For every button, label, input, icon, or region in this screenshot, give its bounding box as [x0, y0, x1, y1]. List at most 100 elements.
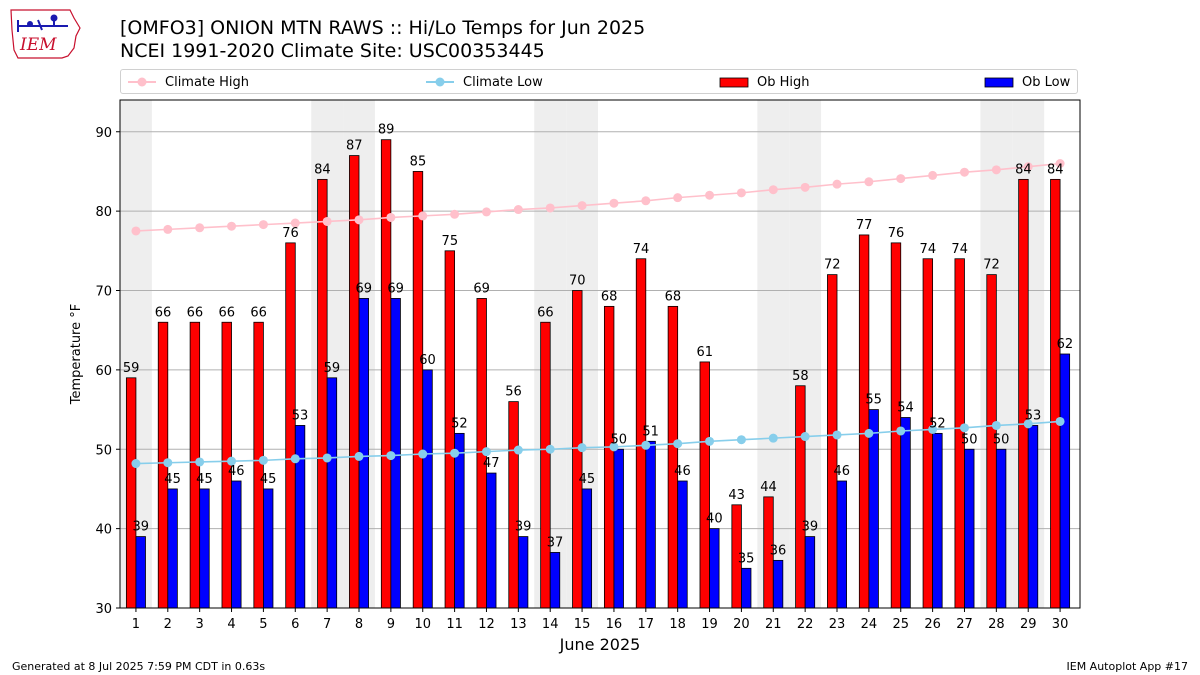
ob-high-bar — [603, 305, 615, 609]
climate-low-point — [386, 451, 396, 461]
climate-low-point — [290, 454, 300, 464]
weekend-band — [1012, 100, 1045, 608]
ob-high-bar — [635, 258, 647, 609]
x-tick-label: 1 — [132, 617, 140, 632]
ob-low-bar — [677, 480, 688, 609]
legend-item-climate-low: Climate Low — [425, 73, 543, 91]
climate-high-point — [768, 185, 778, 195]
climate-high-point — [673, 193, 683, 203]
climate-high-point — [928, 170, 938, 180]
climate-high-point — [386, 212, 396, 222]
x-tick-label: 11 — [446, 617, 463, 632]
ob-high-value-label: 74 — [920, 242, 937, 257]
ob-high-bar — [986, 274, 997, 609]
ob-low-value-label: 69 — [387, 281, 404, 296]
x-tick-label: 19 — [701, 617, 718, 632]
ob-low-bar — [964, 448, 975, 609]
ob-low-bar — [263, 488, 274, 609]
x-tick-label: 8 — [355, 617, 363, 632]
climate-low-point — [163, 458, 173, 468]
legend-label-ob-high: Ob High — [757, 74, 810, 90]
x-tick-label: 23 — [829, 617, 846, 632]
climate-low-point — [609, 442, 619, 452]
x-tick-label: 26 — [924, 617, 941, 632]
ob-high-value-label: 84 — [1047, 162, 1064, 177]
ob-high-bar — [412, 171, 424, 609]
ob-low-value-label: 60 — [419, 353, 436, 368]
ob-high-value-label: 75 — [442, 234, 459, 249]
x-axis-label: June 2025 — [559, 635, 641, 654]
x-tick-label: 18 — [669, 617, 686, 632]
ob-high-value-label: 74 — [951, 242, 968, 257]
ob-high-bar — [922, 258, 934, 609]
ob-high-value-label: 84 — [1015, 162, 1032, 177]
ob-low-bar — [390, 298, 401, 609]
y-tick-label: 30 — [95, 602, 112, 617]
ob-high-value-label: 58 — [792, 369, 809, 384]
y-tick-label: 60 — [95, 364, 112, 379]
climate-high-point — [131, 226, 141, 236]
weekend-band — [789, 100, 822, 608]
ob-low-bar — [900, 417, 911, 609]
x-tick-label: 3 — [196, 617, 204, 632]
legend-label-climate-low: Climate Low — [463, 74, 543, 90]
climate-low-point — [481, 447, 491, 457]
climate-high-point — [959, 167, 969, 177]
ob-low-value-label: 40 — [706, 512, 723, 527]
climate-low-point — [418, 449, 428, 459]
ob-high-bar — [444, 250, 456, 609]
ob-low-value-label: 51 — [642, 424, 659, 439]
x-tick-label: 24 — [861, 617, 878, 632]
climate-low-point — [800, 432, 810, 442]
ob-low-value-label: 47 — [483, 456, 500, 471]
ob-high-value-label: 76 — [282, 226, 299, 241]
ob-high-bar — [380, 139, 392, 609]
climate-low-point — [545, 444, 555, 454]
climate-high-point — [896, 174, 906, 184]
ob-high-value-label: 76 — [888, 226, 905, 241]
weekend-band — [566, 100, 599, 608]
climate-low-point — [896, 426, 906, 436]
weekend-band — [120, 100, 152, 608]
ob-high-bar — [954, 258, 965, 609]
ob-high-bar — [890, 242, 902, 609]
climate-low-marker-icon — [426, 77, 454, 87]
ob-high-value-label: 68 — [601, 289, 618, 304]
climate-low-point — [736, 435, 746, 445]
ob-high-value-label: 68 — [665, 289, 682, 304]
ob-low-value-label: 46 — [674, 464, 691, 479]
ob-low-value-label: 45 — [164, 472, 181, 487]
weekend-band — [534, 100, 567, 608]
ob-low-value-label: 45 — [260, 472, 277, 487]
x-tick-label: 13 — [510, 617, 527, 632]
ob-high-value-label: 70 — [569, 274, 586, 289]
ob-high-bar — [476, 298, 487, 609]
ob-high-value-label: 87 — [346, 139, 363, 154]
ob-high-bar — [540, 321, 551, 609]
ob-low-bar — [454, 432, 465, 609]
ob-low-value-label: 46 — [834, 464, 851, 479]
chart-legend: Climate High Climate Low Ob High Ob Low — [120, 69, 1078, 94]
ob-low-bar — [517, 536, 529, 609]
climate-high-point — [322, 216, 332, 226]
ob-high-value-label: 43 — [728, 488, 745, 503]
climate-high-point — [991, 165, 1001, 175]
climate-low-point — [195, 457, 205, 467]
climate-low-point — [258, 455, 268, 465]
climate-high-point — [705, 190, 715, 200]
climate-low-point — [832, 430, 842, 440]
ob-high-value-label: 66 — [218, 305, 235, 320]
ob-high-value-label: 44 — [760, 480, 777, 495]
climate-high-marker-icon — [128, 77, 156, 87]
climate-low-point — [354, 451, 364, 461]
weather-station-icon — [17, 14, 68, 32]
climate-high-point — [545, 203, 555, 213]
weekend-band — [311, 100, 344, 608]
x-tick-label: 16 — [606, 617, 623, 632]
ob-low-value-label: 39 — [802, 520, 819, 535]
ob-high-value-label: 89 — [378, 123, 395, 138]
climate-low-point — [577, 443, 587, 453]
ob-high-value-label: 85 — [410, 154, 427, 169]
x-tick-label: 14 — [542, 617, 559, 632]
